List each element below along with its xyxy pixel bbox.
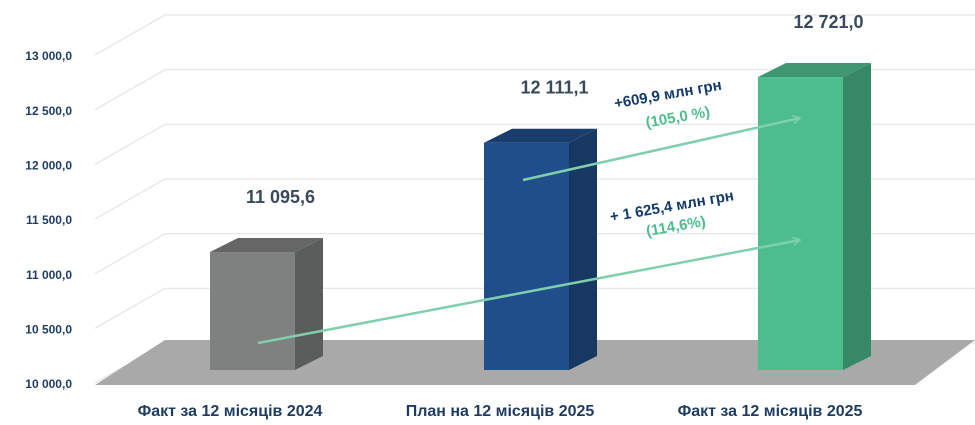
y-tick-label: 13 000,0 (25, 49, 72, 63)
x-tick-label: Факт за 12 місяців 2024 (138, 403, 323, 420)
bar (210, 252, 295, 370)
bar (758, 77, 843, 370)
grid-line (94, 14, 975, 56)
grid-line (94, 287, 975, 329)
bar-top (210, 238, 323, 253)
arrow (257, 236, 802, 345)
bar-top (758, 63, 871, 78)
grid-line (94, 69, 975, 111)
grid-line (94, 233, 975, 275)
grid-line (94, 123, 975, 165)
y-tick-label: 11 500,0 (26, 213, 72, 227)
y-tick-label: 11 000,0 (26, 268, 72, 282)
value-label: 12 721,0 (793, 12, 863, 32)
bar (484, 142, 569, 370)
y-tick-label: 12 000,0 (25, 159, 72, 173)
grid-line (94, 178, 975, 220)
bar-side (295, 238, 323, 370)
value-label: 11 095,6 (246, 187, 315, 207)
annotation-percent: (105,0 %) (644, 103, 711, 131)
bars (210, 63, 871, 370)
bar-side (569, 128, 597, 370)
y-tick-label: 12 500,0 (25, 104, 72, 118)
y-tick-label: 10 500,0 (25, 323, 72, 337)
bar-side (843, 63, 871, 370)
value-label: 12 111,1 (520, 77, 588, 97)
x-tick-label: Факт за 12 місяців 2025 (678, 403, 863, 420)
bar-top (484, 128, 597, 143)
arrow (522, 114, 802, 182)
y-tick-label: 10 000,0 (25, 377, 72, 391)
x-tick-label: План на 12 місяців 2025 (406, 403, 595, 420)
grid (94, 14, 975, 384)
